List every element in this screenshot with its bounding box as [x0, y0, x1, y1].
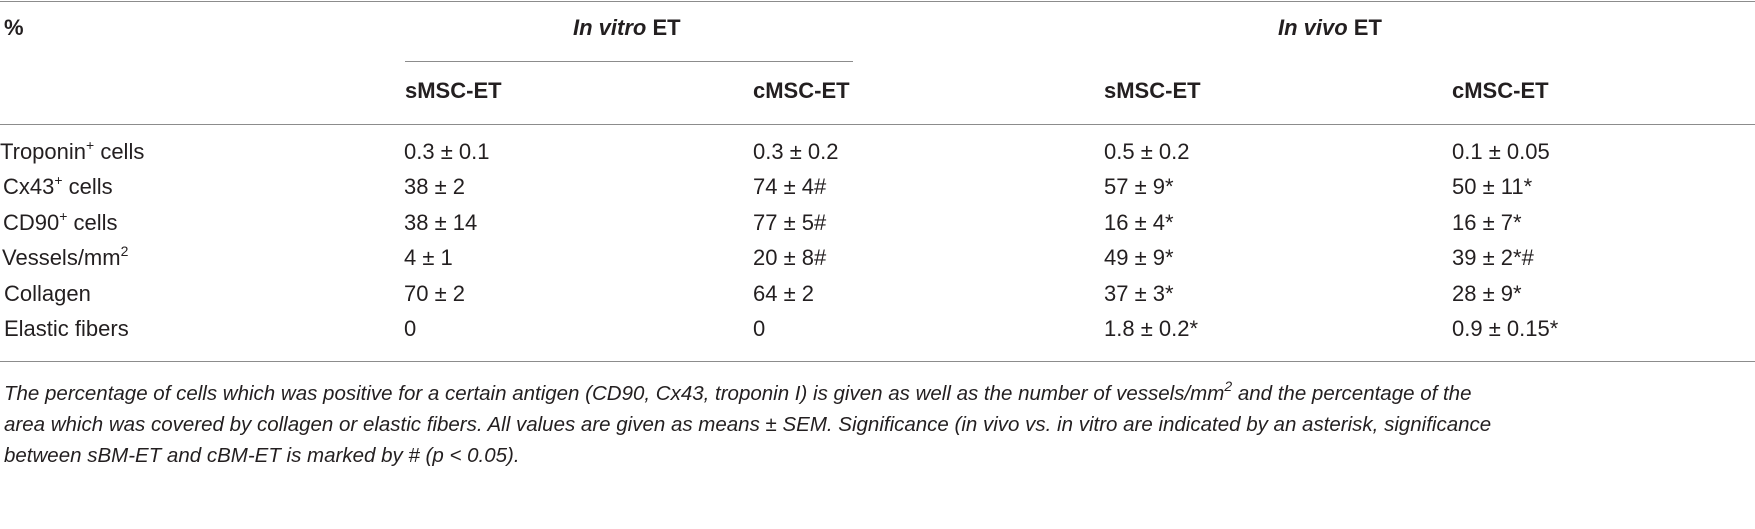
- in-vitro-group-rule: [405, 61, 853, 62]
- footnote-line: The percentage of cells which was positi…: [4, 378, 1749, 409]
- table-cell: 16 ± 7*: [1452, 210, 1522, 235]
- group-header-rest: ET: [1347, 15, 1382, 40]
- row-label-text: Vessels/mm: [2, 245, 121, 270]
- row-label-text: Troponin: [0, 139, 87, 164]
- table-cell: 50 ± 11*: [1452, 174, 1533, 199]
- row-label-sup: +: [86, 137, 95, 153]
- column-header: cMSC-ET: [753, 78, 850, 103]
- table-cell: 0.9 ± 0.15*: [1452, 316, 1559, 341]
- table-cell: 38 ± 2: [404, 174, 466, 199]
- header-bottom-rule: [0, 124, 1755, 125]
- row-label-sup: +: [59, 208, 68, 224]
- row-label-suffix: cells: [94, 139, 145, 164]
- table-cell: 74 ± 4#: [753, 174, 827, 199]
- table-bottom-rule: [0, 361, 1755, 362]
- table-cell: 0.1 ± 0.05: [1452, 139, 1550, 164]
- table-cell: 0.3 ± 0.2: [753, 139, 839, 164]
- table-cell: 70 ± 2: [404, 281, 466, 306]
- table-cell: 64 ± 2: [753, 281, 815, 306]
- table-cell: 77 ± 5#: [753, 210, 827, 235]
- footnote-line: between sBM-ET and cBM-ET is marked by #…: [4, 444, 520, 467]
- row-label-text: CD90: [3, 210, 60, 235]
- row-label: Collagen: [4, 281, 91, 307]
- table-cell: 0.3 ± 0.1: [404, 139, 490, 164]
- group-header-italic: In vivo: [1278, 15, 1348, 40]
- table-cell: 0: [404, 316, 417, 341]
- group-header-in-vivo: In vivo ET: [1278, 15, 1382, 41]
- table-cell: 1.8 ± 0.2*: [1104, 316, 1199, 341]
- column-header: cMSC-ET: [1452, 78, 1549, 103]
- row-label-sup: +: [54, 172, 63, 188]
- table-cell: 0.5 ± 0.2: [1104, 139, 1190, 164]
- row-label-text: Elastic fibers: [4, 316, 129, 341]
- table-cell: 37 ± 3*: [1104, 281, 1174, 306]
- group-header-italic: In vitro: [573, 15, 647, 40]
- table-footnote: The percentage of cells which was positi…: [4, 378, 1749, 471]
- row-label-suffix: cells: [67, 210, 118, 235]
- table-cell: 57 ± 9*: [1104, 174, 1174, 199]
- table-cell: 20 ± 8#: [753, 245, 827, 270]
- row-label: Vessels/mm2: [2, 243, 129, 271]
- table-cell: 16 ± 4*: [1104, 210, 1174, 235]
- group-header-in-vitro: In vitro ET: [573, 15, 681, 41]
- table-cell: 4 ± 1: [404, 245, 453, 270]
- row-label-sup: 2: [120, 243, 129, 259]
- row-label-text: Cx43: [3, 174, 55, 199]
- row-label: Troponin+ cells: [0, 137, 145, 165]
- footnote-text: The percentage of cells which was positi…: [4, 382, 1225, 405]
- row-label-suffix: cells: [62, 174, 113, 199]
- table-cell: 28 ± 9*: [1452, 281, 1522, 306]
- table-cell: 38 ± 14: [404, 210, 478, 235]
- corner-label: %: [4, 15, 24, 40]
- row-label-text: Collagen: [4, 281, 91, 306]
- footnote-text: and the percentage of the: [1232, 382, 1472, 405]
- table-cell: 0: [753, 316, 766, 341]
- table-cell: 49 ± 9*: [1104, 245, 1174, 270]
- footnote-sup: 2: [1224, 378, 1233, 394]
- column-header: sMSC-ET: [405, 78, 502, 103]
- table-top-rule: [0, 1, 1755, 2]
- row-label: Elastic fibers: [4, 316, 129, 342]
- column-header: sMSC-ET: [1104, 78, 1201, 103]
- table-cell: 39 ± 2*#: [1452, 245, 1534, 270]
- group-header-rest: ET: [646, 15, 681, 40]
- row-label: Cx43+ cells: [3, 172, 113, 200]
- footnote-line: area which was covered by collagen or el…: [4, 413, 1492, 436]
- row-label: CD90+ cells: [3, 208, 118, 236]
